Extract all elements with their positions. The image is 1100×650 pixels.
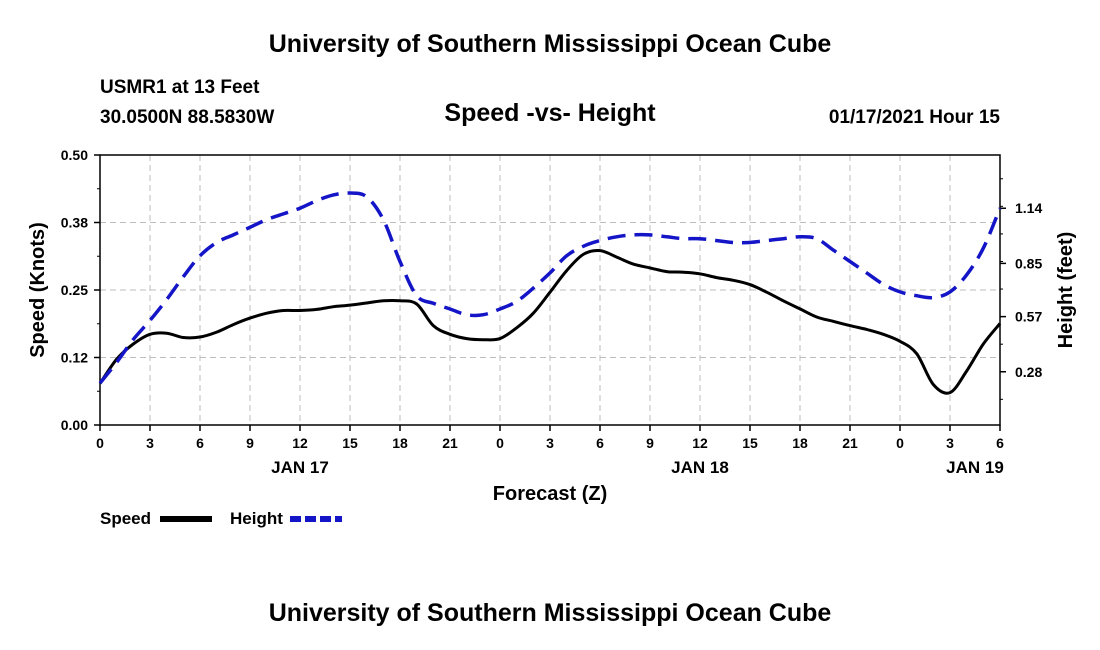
date-label: JAN 19	[946, 458, 1004, 477]
x-tick-label: 21	[442, 435, 458, 451]
y-right-axis-title: Height (feet)	[1055, 232, 1077, 349]
legend-label-height: Height	[230, 509, 283, 528]
date-label: JAN 17	[271, 458, 329, 477]
x-tick-label: 6	[596, 435, 604, 451]
footer-title: University of Southern Mississippi Ocean…	[268, 599, 832, 627]
x-tick-label: 0	[896, 435, 904, 451]
station-label: USMR1 at 13 Feet	[100, 77, 260, 98]
x-tick-label: 12	[292, 435, 308, 451]
y-right-tick-label: 0.57	[1015, 309, 1042, 325]
y-right-tick-label: 0.85	[1015, 255, 1042, 271]
datetime-label: 01/17/2021 Hour 15	[828, 107, 1000, 128]
y-right-tick-label: 1.14	[1015, 200, 1042, 216]
x-tick-label: 21	[842, 435, 858, 451]
x-tick-label: 6	[996, 435, 1004, 451]
x-tick-label: 0	[496, 435, 504, 451]
x-tick-label: 6	[196, 435, 204, 451]
x-tick-label: 0	[96, 435, 104, 451]
series-line-speed	[98, 248, 1002, 395]
series-line-height	[98, 191, 1002, 385]
chart-subtitle: Speed -vs- Height	[444, 99, 656, 127]
x-tick-label: 3	[546, 435, 554, 451]
y-left-tick-label: 0.00	[61, 417, 88, 433]
legend-label-speed: Speed	[100, 509, 151, 528]
x-tick-label: 9	[246, 435, 254, 451]
y-left-tick-label: 0.12	[61, 350, 88, 366]
y-left-tick-label: 0.25	[61, 282, 88, 298]
y-left-tick-label: 0.50	[61, 147, 88, 163]
x-axis-title: Forecast (Z)	[493, 483, 607, 505]
x-tick-label: 15	[742, 435, 758, 451]
x-tick-label: 3	[146, 435, 154, 451]
date-label: JAN 18	[671, 458, 729, 477]
x-tick-label: 3	[946, 435, 954, 451]
x-tick-label: 15	[342, 435, 358, 451]
x-tick-label: 18	[392, 435, 408, 451]
y-right-tick-label: 0.28	[1015, 364, 1042, 380]
y-left-tick-label: 0.38	[61, 215, 88, 231]
x-tick-label: 18	[792, 435, 808, 451]
x-tick-label: 9	[646, 435, 654, 451]
page-title: University of Southern Mississippi Ocean…	[268, 30, 832, 58]
y-left-axis-title: Speed (Knots)	[27, 222, 49, 358]
coordinates-label: 30.0500N 88.5830W	[100, 107, 275, 128]
x-tick-label: 12	[692, 435, 708, 451]
